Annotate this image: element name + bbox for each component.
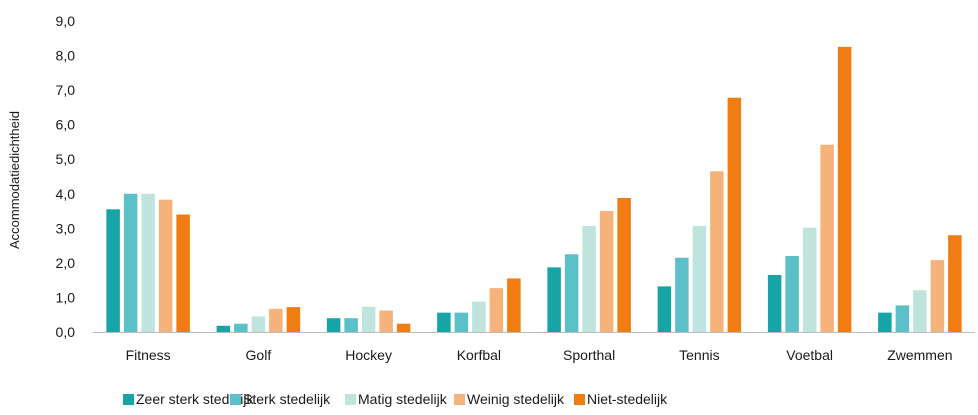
bar-golf-1	[216, 325, 231, 332]
bar-zwemmen-4	[930, 260, 945, 332]
y-tick-label: 9,0	[56, 13, 76, 29]
bar-golf-2	[234, 323, 248, 332]
bar-golf-4	[269, 308, 283, 332]
bar-fitness-2	[123, 193, 138, 332]
x-tick-label: Tennis	[679, 347, 719, 363]
bar-korfbal-5	[507, 278, 521, 332]
bar-tennis-3	[692, 225, 707, 332]
legend-swatch	[574, 394, 585, 405]
bar-sporthal-4	[599, 211, 614, 332]
bar-zwemmen-2	[895, 305, 910, 332]
legend-label: Zeer sterk stedelijk	[136, 391, 254, 407]
bar-hockey-5	[396, 323, 411, 332]
x-tick-label: Golf	[246, 347, 272, 363]
y-axis-title: Accommodatiedichtheid	[7, 111, 22, 249]
bar-fitness-1	[106, 209, 120, 332]
bar-korfbal-2	[454, 312, 469, 332]
y-tick-label: 6,0	[56, 117, 76, 133]
bar-korfbal-3	[472, 301, 486, 332]
bar-voetbal-2	[785, 255, 799, 332]
x-tick-label: Voetbal	[786, 347, 833, 363]
bar-sporthal-5	[617, 197, 631, 332]
x-tick-label: Sporthal	[563, 347, 615, 363]
bar-voetbal-3	[802, 227, 817, 332]
x-tick-label: Fitness	[126, 347, 171, 363]
bar-sporthal-1	[547, 267, 561, 332]
bars	[106, 46, 962, 333]
legend-label: Sterk stedelijk	[243, 391, 331, 407]
y-tick-label: 2,0	[56, 255, 76, 271]
bar-sporthal-3	[582, 225, 596, 332]
x-tick-label: Hockey	[345, 347, 392, 363]
y-axis-ticks: 0,0 1,0 2,0 3,0 4,0 5,0 6,0 7,0 8,0 9,0	[56, 13, 76, 340]
bar-zwemmen-3	[913, 290, 927, 332]
y-tick-label: 8,0	[56, 48, 76, 64]
bar-sporthal-2	[564, 254, 579, 332]
legend-label: Niet-stedelijk	[587, 391, 668, 407]
bar-fitness-4	[158, 199, 173, 332]
bar-korfbal-4	[489, 288, 504, 332]
bar-fitness-5	[176, 214, 190, 332]
bar-tennis-2	[675, 257, 689, 332]
y-tick-label: 1,0	[56, 289, 76, 305]
bar-hockey-4	[379, 310, 393, 332]
bar-hockey-2	[344, 318, 358, 332]
y-tick-label: 3,0	[56, 220, 76, 236]
y-tick-label: 4,0	[56, 186, 76, 202]
legend-label: Weinig stedelijk	[467, 391, 565, 407]
bar-tennis-4	[710, 171, 724, 332]
bar-voetbal-1	[767, 274, 782, 332]
bar-golf-5	[286, 307, 301, 332]
legend-swatch	[230, 394, 241, 405]
bar-hockey-3	[361, 306, 376, 332]
x-tick-label: Korfbal	[457, 347, 501, 363]
y-tick-label: 0,0	[56, 324, 76, 340]
bar-fitness-3	[141, 193, 155, 332]
x-axis-labels: Fitness Golf Hockey Korfbal Sporthal Tennis Vo…	[126, 347, 953, 363]
bar-zwemmen-5	[948, 235, 962, 332]
legend-label: Matig stedelijk	[358, 391, 448, 407]
bar-korfbal-1	[437, 312, 451, 332]
y-tick-label: 5,0	[56, 151, 76, 167]
bar-voetbal-4	[820, 144, 834, 332]
legend-swatch	[454, 394, 465, 405]
legend-swatch	[345, 394, 356, 405]
bar-voetbal-5	[837, 46, 852, 333]
bar-golf-3	[251, 316, 266, 332]
bar-zwemmen-1	[878, 312, 892, 332]
bar-tennis-5	[727, 97, 742, 332]
y-tick-label: 7,0	[56, 82, 76, 98]
legend-swatch	[123, 394, 134, 405]
x-tick-label: Zwemmen	[887, 347, 952, 363]
bar-hockey-1	[326, 318, 341, 332]
bar-tennis-1	[657, 286, 672, 332]
